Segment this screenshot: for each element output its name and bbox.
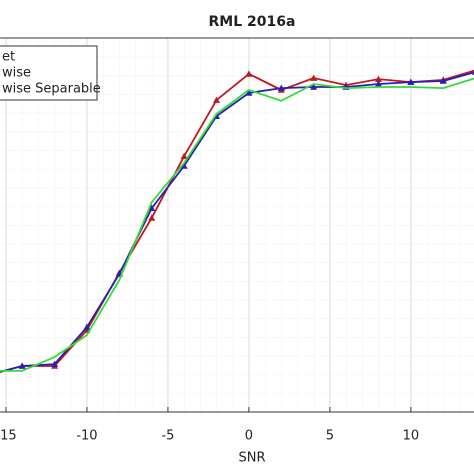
legend-label: wise — [2, 66, 31, 81]
point-marker — [245, 89, 253, 96]
point-marker — [18, 362, 26, 369]
x-tick-label: -15 — [0, 429, 17, 444]
x-axis-label: SNR — [238, 451, 265, 466]
point-marker — [245, 70, 253, 77]
point-marker — [148, 204, 156, 211]
point-marker — [310, 83, 318, 90]
point-marker — [310, 74, 318, 81]
x-tick-label: -10 — [76, 429, 97, 444]
legend-label: et — [2, 50, 15, 65]
point-marker — [439, 77, 447, 84]
series-line — [0, 77, 474, 372]
chart-title: RML 2016a — [209, 14, 296, 30]
point-marker — [148, 214, 156, 221]
point-marker — [180, 152, 188, 159]
point-marker — [51, 360, 59, 367]
x-tick-label: 5 — [326, 429, 334, 444]
point-marker — [83, 323, 91, 330]
x-tick-label: 0 — [245, 429, 253, 444]
point-marker — [407, 78, 415, 85]
point-marker — [374, 75, 382, 82]
x-tick-label: -5 — [161, 429, 174, 444]
x-tick-label: 10 — [403, 429, 420, 444]
point-marker — [374, 80, 382, 87]
legend-label: wise Separable — [2, 82, 101, 97]
point-marker — [180, 162, 188, 169]
point-marker — [277, 84, 285, 91]
axes: -15 -10 -5 0 5 10 — [0, 37, 474, 444]
point-marker — [213, 96, 221, 103]
plot-area — [0, 69, 474, 373]
series-line — [0, 69, 474, 373]
legend-box — [0, 45, 98, 101]
